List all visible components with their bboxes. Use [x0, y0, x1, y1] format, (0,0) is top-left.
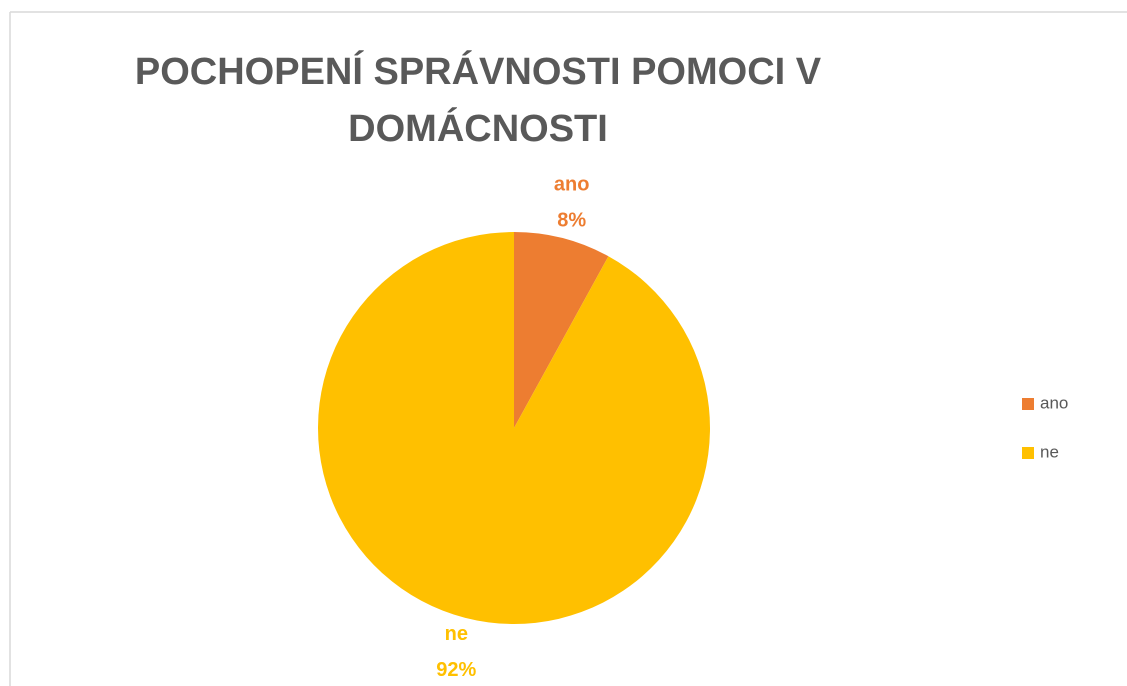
data-label-category: ano — [554, 174, 590, 196]
data-label-value: 8% — [557, 210, 586, 232]
pie-slice — [317, 232, 710, 624]
chart-title: POCHOPENÍ SPRÁVNOSTI POMOCI V DOMÁCNOSTI — [134, 51, 822, 150]
legend-label: ano — [1040, 393, 1068, 412]
legend-swatch — [1022, 447, 1034, 459]
data-label-value: 92% — [436, 659, 476, 681]
legend-label: ne — [1040, 442, 1059, 461]
pie-slice — [514, 232, 609, 428]
legend-swatch — [1022, 398, 1034, 410]
data-label-category: ne — [445, 623, 468, 645]
